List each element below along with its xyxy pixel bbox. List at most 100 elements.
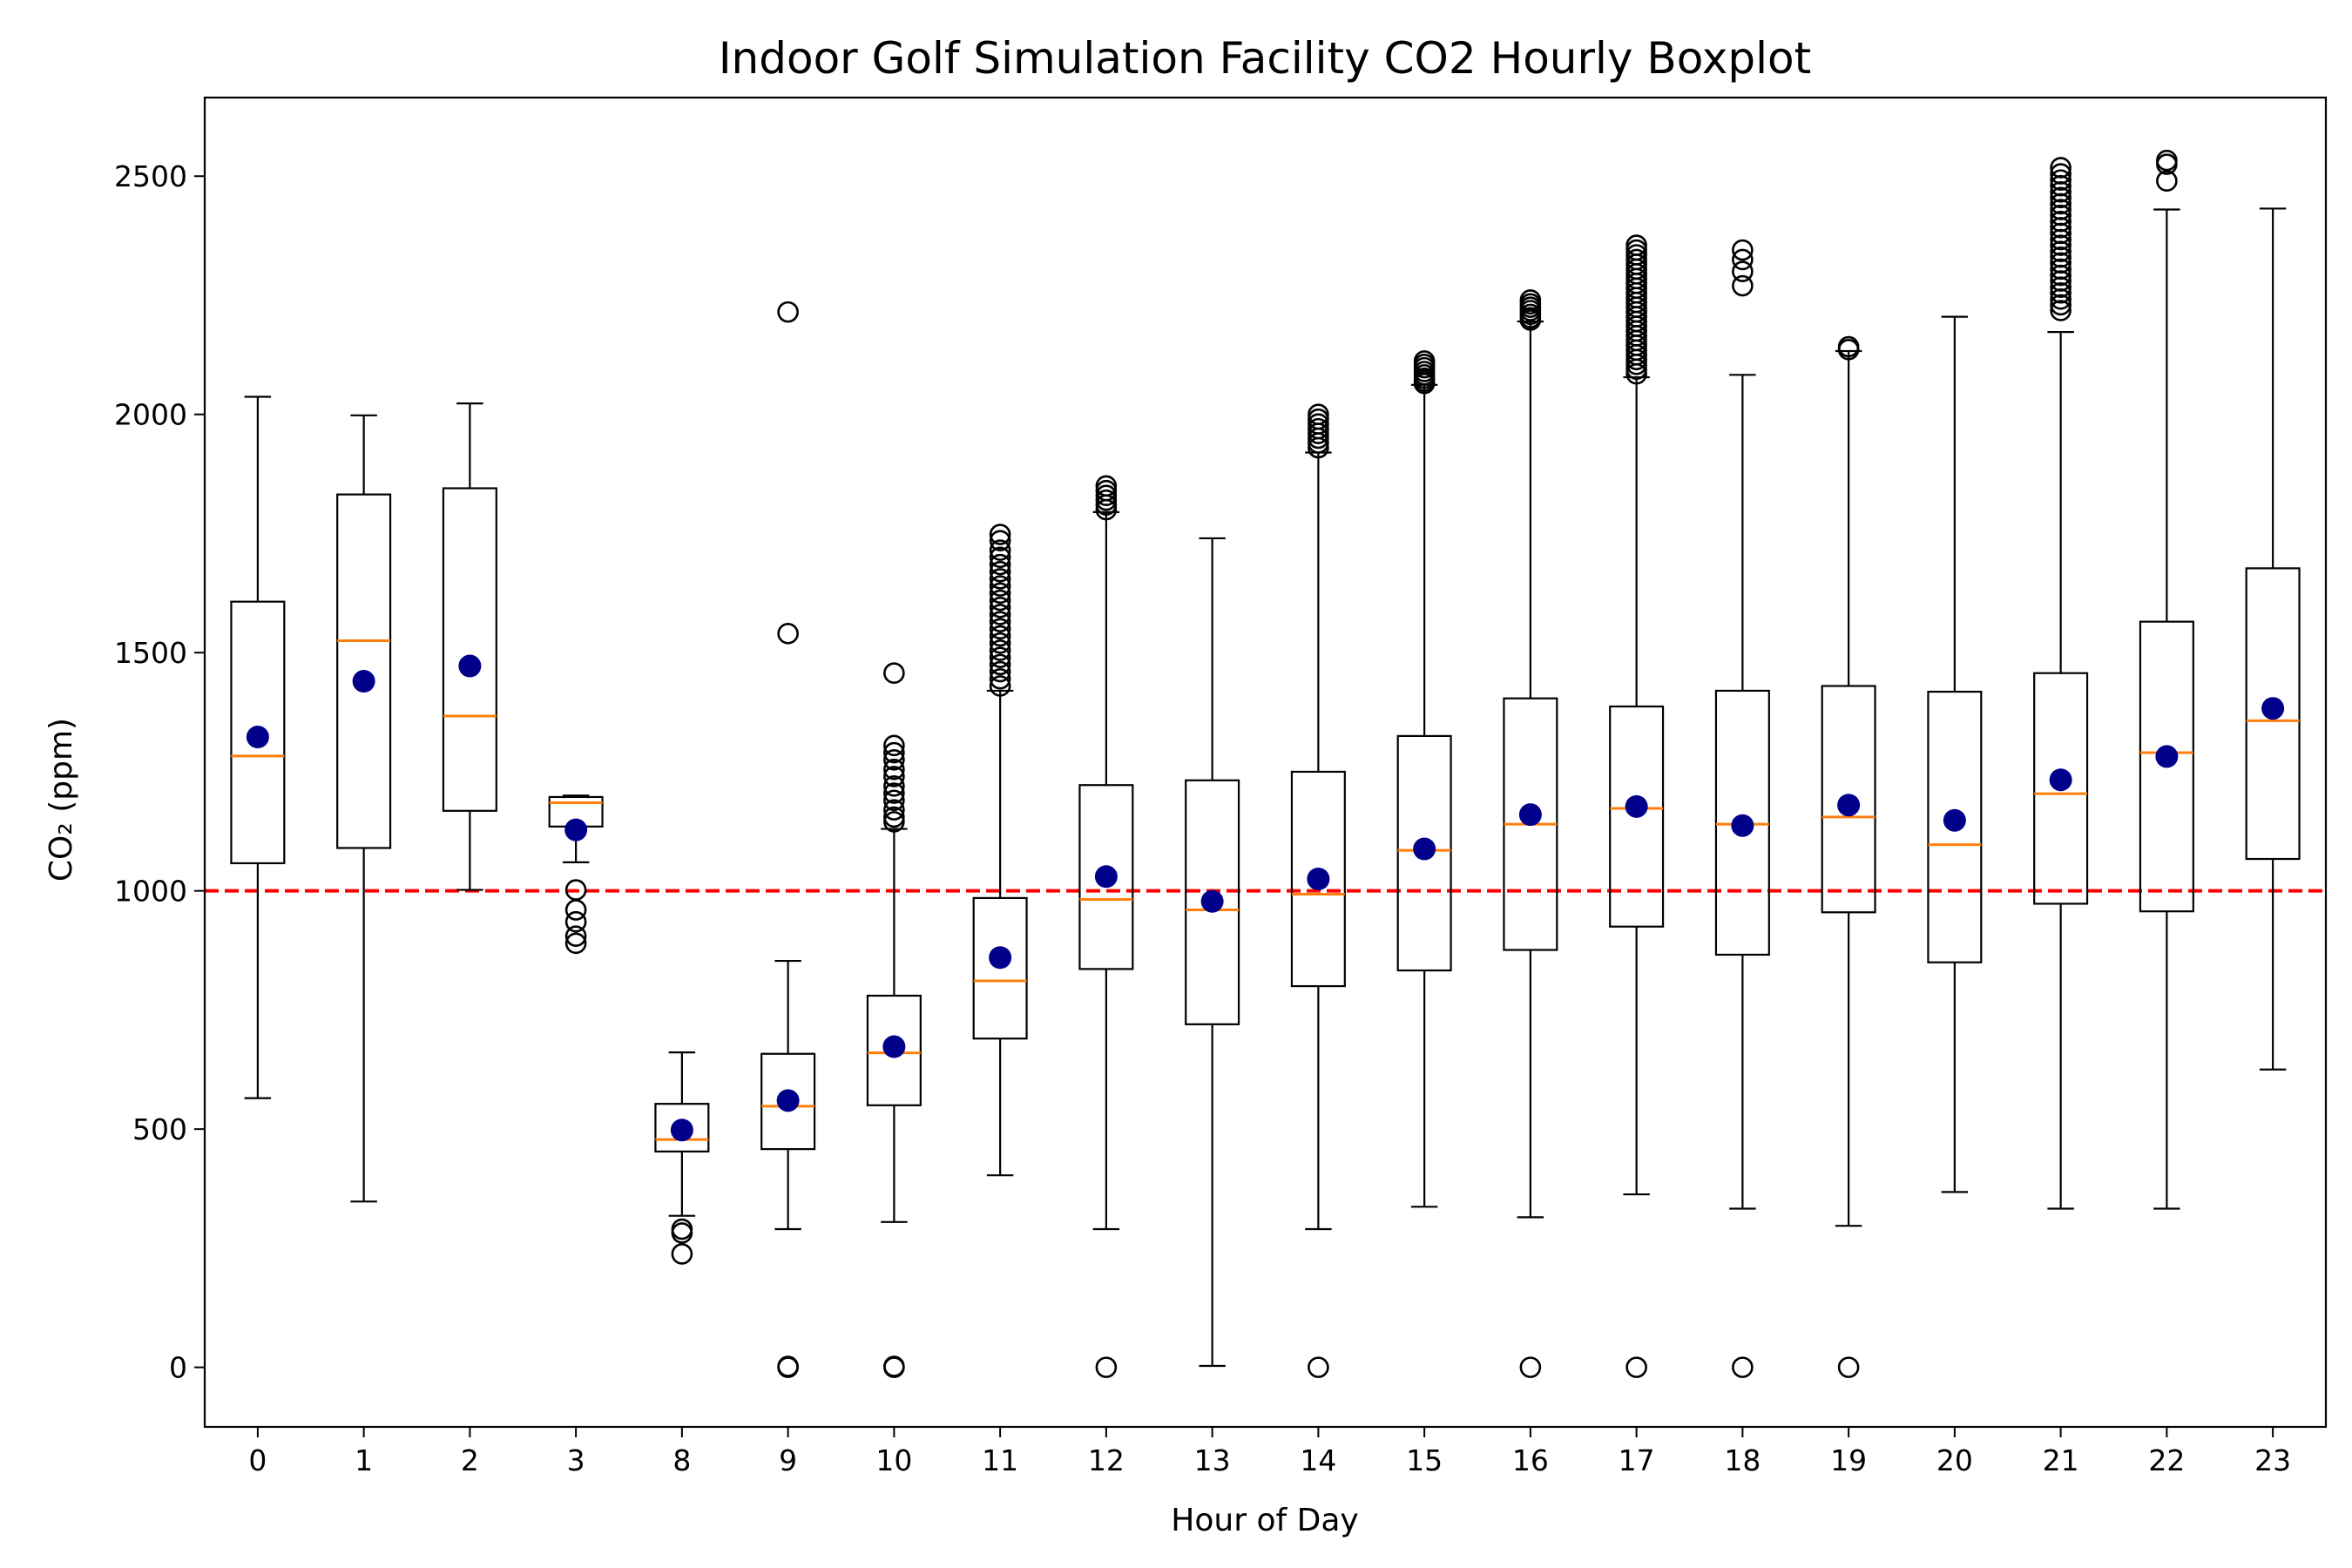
y-tick-label: 2000 [114, 398, 187, 432]
outlier-point [671, 1222, 693, 1244]
x-tick-label: 11 [982, 1443, 1018, 1477]
box-hour-8 [654, 1051, 710, 1265]
outlier-point [1732, 260, 1754, 282]
box-hour-16 [1503, 289, 1558, 1378]
outlier-point [564, 910, 587, 933]
box-hour-21 [2033, 157, 2089, 1210]
box-iqr [2033, 672, 2089, 905]
outlier-point [1519, 309, 1542, 331]
outlier-point [883, 799, 905, 821]
x-tick-label: 18 [1724, 1443, 1761, 1477]
box-iqr [2245, 567, 2301, 861]
outlier-point [777, 301, 799, 323]
outlier-point [2050, 281, 2072, 304]
box-iqr [1078, 784, 1134, 970]
box-iqr [442, 487, 497, 812]
outlier-point [2050, 276, 2072, 298]
x-tick-label: 0 [248, 1443, 267, 1477]
outlier-point [2050, 300, 2072, 321]
outlier-point [2050, 169, 2072, 191]
box-hour-14 [1290, 403, 1346, 1378]
outlier-point [2050, 294, 2072, 316]
outlier-point [883, 748, 905, 771]
outlier-point [883, 766, 905, 787]
outlier-point [1308, 1356, 1329, 1378]
outlier-point [883, 782, 905, 804]
x-tick-label: 12 [1088, 1443, 1125, 1477]
mean-point [564, 818, 588, 841]
outlier-point [1837, 339, 1860, 361]
outlier-point [2050, 234, 2072, 256]
outlier-point [989, 639, 1011, 661]
outlier-point [883, 775, 905, 797]
outlier-point [2050, 217, 2072, 239]
outlier-point [777, 1356, 799, 1378]
box-iqr [760, 1052, 816, 1151]
outlier-point [883, 741, 905, 764]
box-hour-10 [866, 662, 922, 1378]
box-iqr [866, 994, 922, 1106]
outlier-point [883, 789, 905, 812]
outlier-point [1308, 436, 1329, 459]
x-tick-label: 19 [1830, 1443, 1867, 1477]
outlier-point [1732, 239, 1754, 261]
outlier-point [989, 530, 1011, 551]
outlier-point [2050, 180, 2072, 203]
x-tick-label: 13 [1194, 1443, 1231, 1477]
outlier-point [1732, 1356, 1754, 1378]
y-tick-label: 1000 [114, 875, 187, 909]
outlier-point [1625, 1356, 1647, 1378]
outlier-point [1413, 372, 1436, 395]
box-hour-9 [760, 301, 816, 1378]
outlier-point [989, 604, 1011, 625]
x-tick-label: 9 [779, 1443, 797, 1477]
outlier-point [1837, 1356, 1860, 1378]
box-iqr [1290, 770, 1346, 988]
box-hour-15 [1396, 350, 1452, 1208]
mean-point [1625, 794, 1648, 818]
x-tick-label: 15 [1406, 1443, 1443, 1477]
mean-point [776, 1089, 800, 1112]
x-tick-label: 1 [355, 1443, 373, 1477]
mean-point [1413, 837, 1436, 861]
outlier-point [989, 625, 1011, 647]
outlier-point [989, 582, 1011, 605]
box-hour-3 [548, 794, 604, 955]
box-iqr [1927, 690, 1983, 963]
outlier-point [989, 524, 1011, 545]
outlier-point [2050, 240, 2072, 262]
mean-point [989, 946, 1012, 970]
outlier-point [2156, 153, 2178, 175]
mean-point [2261, 697, 2285, 720]
outlier-point [989, 653, 1011, 676]
outlier-point [989, 539, 1011, 561]
mean-point [882, 1035, 906, 1058]
outlier-point [2050, 264, 2072, 287]
box-hour-20 [1927, 315, 1983, 1193]
x-tick-label: 23 [2254, 1443, 2291, 1477]
chart-marks [205, 149, 2326, 1378]
outlier-point [564, 932, 587, 955]
outlier-point [1095, 498, 1118, 521]
outlier-point [989, 667, 1011, 690]
x-tick-label: 22 [2148, 1443, 2185, 1477]
mean-point [2049, 768, 2072, 792]
x-tick-label: 20 [1936, 1443, 1973, 1477]
box-hour-12 [1078, 475, 1134, 1378]
x-tick-label: 3 [567, 1443, 585, 1477]
outlier-point [564, 925, 587, 947]
box-hour-23 [2245, 207, 2301, 1071]
outlier-point [883, 1356, 905, 1378]
x-tick-label: 17 [1619, 1443, 1655, 1477]
outlier-point [989, 568, 1011, 590]
box-hour-0 [230, 395, 286, 1099]
y-tick-label: 500 [132, 1112, 187, 1146]
x-axis-label: Hour of Day [1171, 1503, 1358, 1538]
y-axis-ticks: 0 500 1000 1500 2000 2500 [114, 159, 205, 1385]
box-hour-22 [2139, 149, 2194, 1210]
chart-title: Indoor Golf Simulation Facility CO2 Hour… [719, 33, 1811, 84]
box-hour-18 [1714, 239, 1770, 1378]
outlier-point [2050, 228, 2072, 251]
mean-point [2155, 745, 2179, 768]
